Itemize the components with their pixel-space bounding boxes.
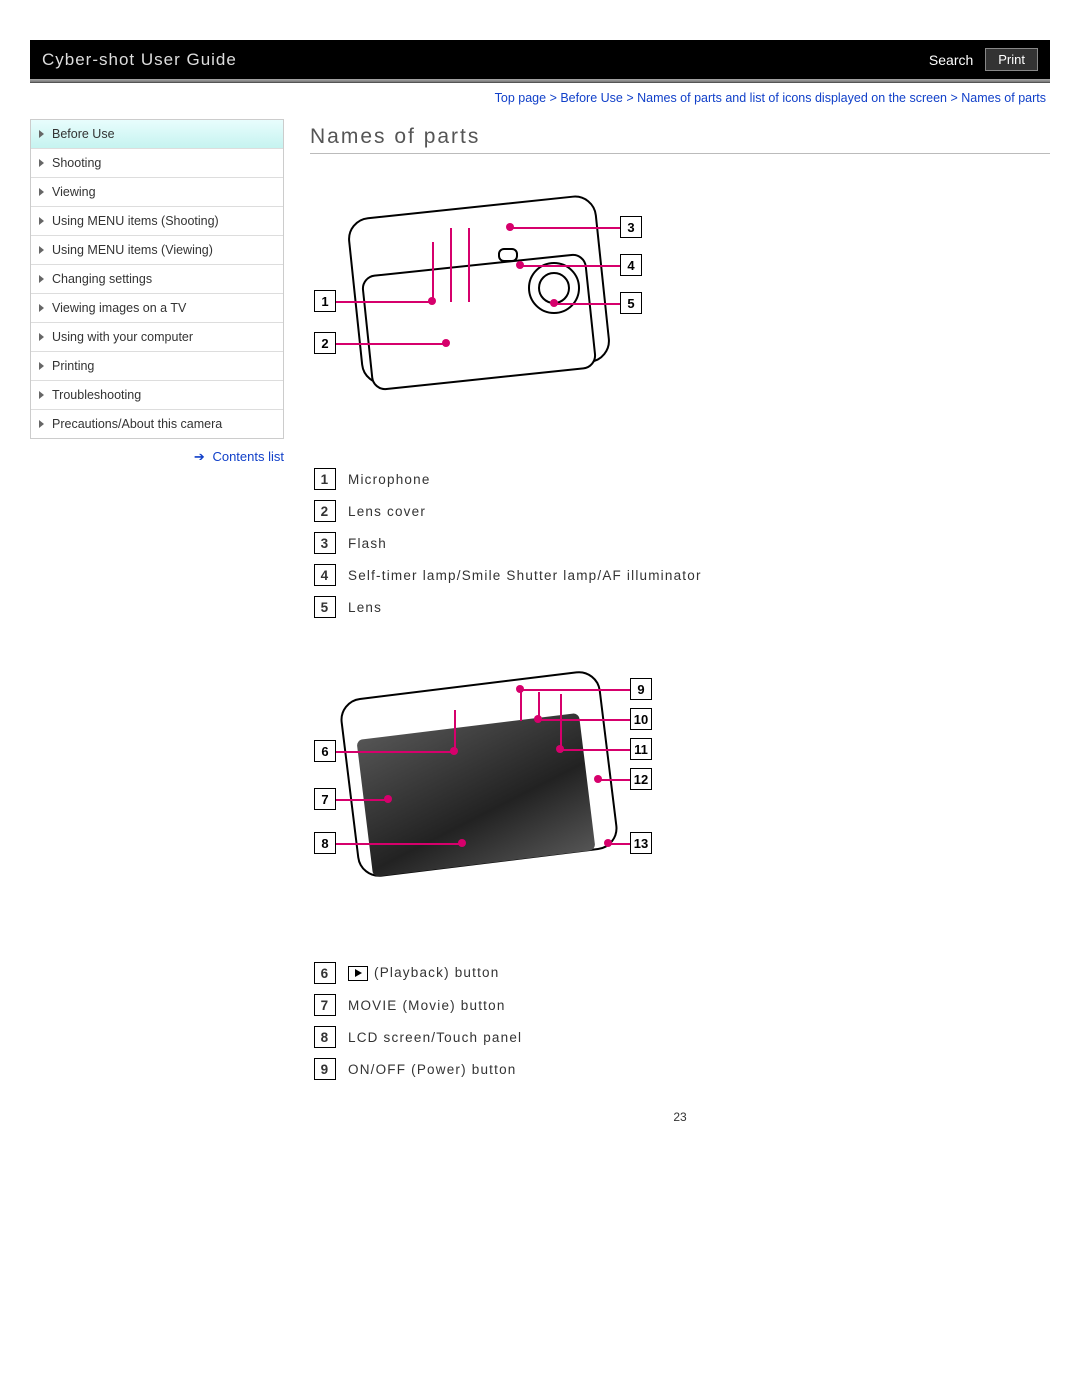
callout-12: 12 xyxy=(630,768,652,790)
callout-6: 6 xyxy=(314,740,336,762)
chevron-right-icon xyxy=(39,246,44,254)
callout-5: 5 xyxy=(620,292,642,314)
part-item: 6 (Playback) button xyxy=(314,962,1050,984)
sidebar-item-label: Printing xyxy=(52,359,94,373)
part-item: 7 MOVIE (Movie) button xyxy=(314,994,1050,1016)
sidebar-item-label: Using with your computer xyxy=(52,330,193,344)
part-item: 4 Self-timer lamp/Smile Shutter lamp/AF i… xyxy=(314,564,1050,586)
sidebar-item[interactable]: Precautions/About this camera xyxy=(31,410,283,438)
chevron-right-icon xyxy=(39,217,44,225)
part-item: 8 LCD screen/Touch panel xyxy=(314,1026,1050,1048)
part-label: (Playback) button xyxy=(348,965,499,981)
sidebar-item[interactable]: Viewing xyxy=(31,178,283,207)
part-label: ON/OFF (Power) button xyxy=(348,1062,517,1077)
chevron-right-icon xyxy=(39,362,44,370)
camera-front-diagram: 1 2 3 4 5 xyxy=(314,170,654,450)
search-link[interactable]: Search xyxy=(929,52,973,68)
contents-list-label: Contents list xyxy=(212,449,284,464)
chevron-right-icon xyxy=(39,420,44,428)
part-item: 3 Flash xyxy=(314,532,1050,554)
callout-10: 10 xyxy=(630,708,652,730)
chevron-right-icon xyxy=(39,304,44,312)
back-parts-list: 6 (Playback) button 7 MOVIE (Movie) button 8… xyxy=(314,962,1050,1080)
part-label: Lens xyxy=(348,600,382,615)
callout-3: 3 xyxy=(620,216,642,238)
callout-4: 4 xyxy=(620,254,642,276)
camera-back-diagram: 6 7 8 9 10 11 12 13 xyxy=(314,644,654,944)
sidebar-item-label: Troubleshooting xyxy=(52,388,141,402)
sidebar-item-label: Viewing xyxy=(52,185,96,199)
part-label: MOVIE (Movie) button xyxy=(348,998,506,1013)
page-number: 23 xyxy=(310,1110,1050,1124)
part-number-box: 2 xyxy=(314,500,336,522)
callout-8: 8 xyxy=(314,832,336,854)
callout-13: 13 xyxy=(630,832,652,854)
sidebar-item-label: Using MENU items (Viewing) xyxy=(52,243,213,257)
sidebar-item-label: Precautions/About this camera xyxy=(52,417,222,431)
chevron-right-icon xyxy=(39,391,44,399)
sidebar-item[interactable]: Viewing images on a TV xyxy=(31,294,283,323)
part-label: Microphone xyxy=(348,472,431,487)
sidebar-item[interactable]: Changing settings xyxy=(31,265,283,294)
part-number-box: 8 xyxy=(314,1026,336,1048)
part-item: 9 ON/OFF (Power) button xyxy=(314,1058,1050,1080)
playback-icon xyxy=(348,966,368,981)
chevron-right-icon xyxy=(39,188,44,196)
callout-9: 9 xyxy=(630,678,652,700)
chevron-right-icon xyxy=(39,275,44,283)
callout-7: 7 xyxy=(314,788,336,810)
part-number-box: 5 xyxy=(314,596,336,618)
sidebar-item[interactable]: Using MENU items (Viewing) xyxy=(31,236,283,265)
top-bar: Cyber-shot User Guide Search Print xyxy=(30,40,1050,79)
part-label: LCD screen/Touch panel xyxy=(348,1030,522,1045)
header-divider xyxy=(30,79,1050,83)
contents-list-link[interactable]: ➔ Contents list xyxy=(30,449,284,465)
part-item: 5 Lens xyxy=(314,596,1050,618)
arrow-icon: ➔ xyxy=(194,449,205,464)
chevron-right-icon xyxy=(39,333,44,341)
chevron-right-icon xyxy=(39,130,44,138)
callout-11: 11 xyxy=(630,738,652,760)
front-parts-list: 1 Microphone 2 Lens cover 3 Flash 4 Self-timer … xyxy=(314,468,1050,618)
sidebar-item-label: Viewing images on a TV xyxy=(52,301,186,315)
part-number-box: 7 xyxy=(314,994,336,1016)
part-item: 1 Microphone xyxy=(314,468,1050,490)
sidebar-item[interactable]: Before Use xyxy=(31,120,283,149)
part-label: Self-timer lamp/Smile Shutter lamp/AF il… xyxy=(348,568,702,583)
sidebar-item[interactable]: Troubleshooting xyxy=(31,381,283,410)
part-number-box: 3 xyxy=(314,532,336,554)
sidebar-item[interactable]: Printing xyxy=(31,352,283,381)
page-title: Names of parts xyxy=(310,125,1050,149)
part-number-box: 9 xyxy=(314,1058,336,1080)
sidebar-item-label: Changing settings xyxy=(52,272,152,286)
chevron-right-icon xyxy=(39,159,44,167)
sidebar-item[interactable]: Shooting xyxy=(31,149,283,178)
title-rule xyxy=(310,153,1050,154)
breadcrumb[interactable]: Top page > Before Use > Names of parts a… xyxy=(30,91,1046,105)
sidebar-nav: Before Use Shooting Viewing Using MENU item… xyxy=(30,119,284,465)
sidebar-item-label: Shooting xyxy=(52,156,101,170)
callout-1: 1 xyxy=(314,290,336,312)
part-item: 2 Lens cover xyxy=(314,500,1050,522)
sidebar-item-label: Using MENU items (Shooting) xyxy=(52,214,219,228)
part-label: Flash xyxy=(348,536,387,551)
main-content: Names of parts 1 2 3 4 5 xyxy=(284,119,1050,1124)
part-number-box: 6 xyxy=(314,962,336,984)
callout-2: 2 xyxy=(314,332,336,354)
part-number-box: 4 xyxy=(314,564,336,586)
guide-title: Cyber-shot User Guide xyxy=(42,50,929,70)
sidebar-item-label: Before Use xyxy=(52,127,115,141)
print-button[interactable]: Print xyxy=(985,48,1038,71)
sidebar-item[interactable]: Using MENU items (Shooting) xyxy=(31,207,283,236)
part-label: Lens cover xyxy=(348,504,426,519)
part-number-box: 1 xyxy=(314,468,336,490)
sidebar-item[interactable]: Using with your computer xyxy=(31,323,283,352)
